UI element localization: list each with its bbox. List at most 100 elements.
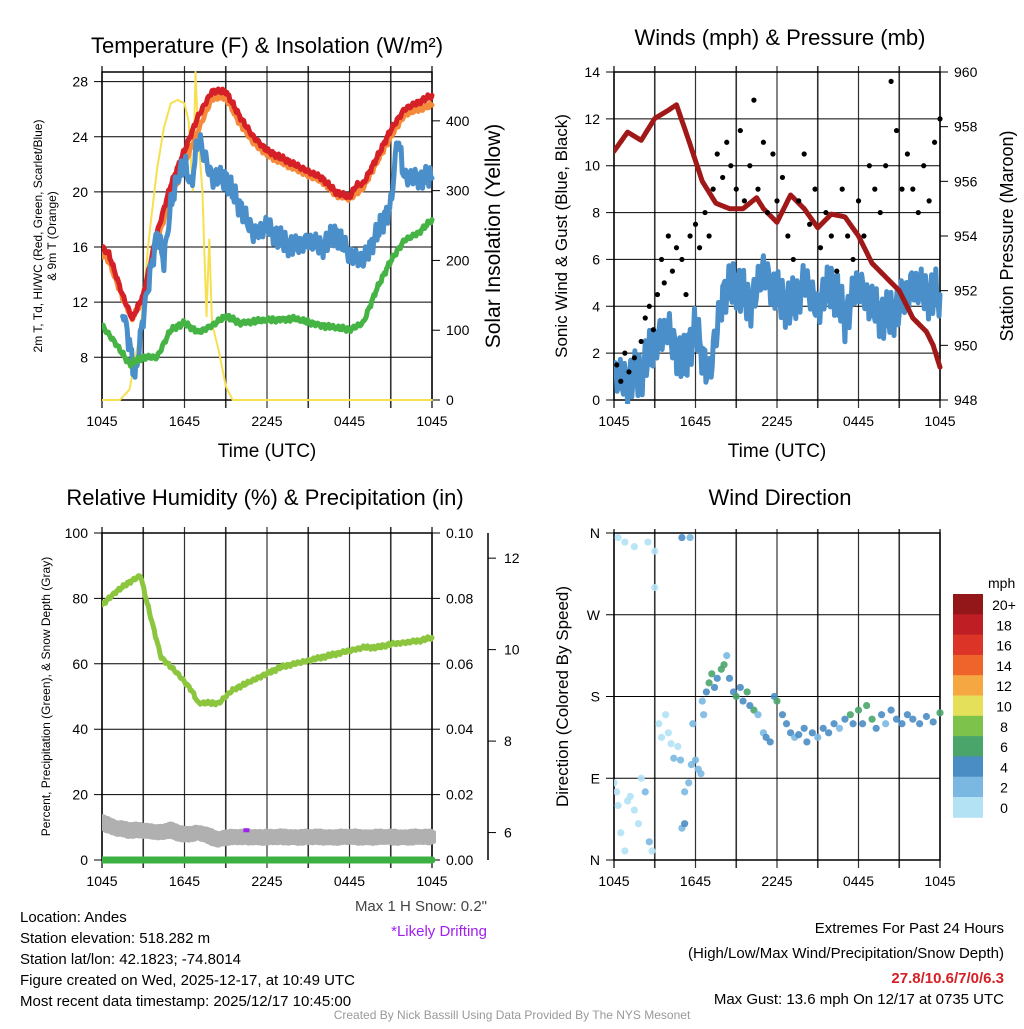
y-tick-label: 20: [72, 787, 88, 803]
wind-direction-point: [841, 715, 849, 723]
legend-label: 14: [996, 658, 1012, 674]
wind-direction-point: [686, 533, 694, 542]
wind-direction-point: [892, 715, 901, 723]
wind-direction-point: [887, 706, 895, 714]
right-tick-label: 0.08: [446, 590, 473, 606]
legend-label: 4: [1000, 759, 1008, 775]
right-tick-label: 0: [446, 392, 454, 408]
wind-direction-point: [854, 706, 863, 714]
gust-point: [646, 303, 652, 309]
gust-point: [687, 233, 693, 239]
max-snow-label: Max 1 H Snow: 0.2": [355, 898, 487, 915]
x-tick-label: 1045: [598, 873, 629, 889]
x-tick-label: 1045: [924, 413, 955, 429]
gust-point: [622, 350, 628, 356]
gust-point: [658, 256, 665, 263]
wind-direction-point: [877, 711, 886, 719]
y-tick-label: 12: [584, 111, 600, 127]
gust-point: [812, 186, 818, 192]
right-tick-label: 958: [954, 119, 978, 135]
legend-label: 12: [996, 678, 1012, 694]
gust-point: [790, 256, 796, 263]
wind-direction-point: [614, 801, 622, 810]
wind-direction-point: [830, 720, 838, 728]
wind-direction-point: [739, 697, 747, 705]
panel-title: Temperature (F) & Insolation (W/m²): [91, 33, 443, 58]
wind-direction-point: [626, 792, 634, 801]
wind-direction-point: [685, 779, 693, 787]
gust-point: [834, 268, 840, 274]
gust-point: [665, 233, 671, 239]
right-tick-label: 200: [446, 252, 470, 268]
right-tick-label: 960: [954, 64, 978, 80]
x-axis-label: Time (UTC): [728, 441, 827, 462]
plot-area: [102, 573, 436, 864]
wind-direction-point: [795, 731, 803, 739]
wind-direction-point: [662, 711, 670, 719]
gust-point: [850, 256, 856, 263]
x-tick-label: 0445: [334, 873, 365, 889]
x-tick-label: 2245: [761, 413, 792, 429]
y-axis-label: Sonic Wind & Gust (Blue, Black): [552, 114, 571, 358]
y-tick-label: 24: [72, 129, 88, 145]
right-tick-label: 948: [954, 392, 978, 408]
wind-direction-point: [708, 670, 716, 678]
y-axis-label: Direction (Colored By Speed): [553, 586, 572, 807]
x-tick-label: 1045: [86, 413, 117, 429]
credit-text: Created By Nick Bassill Using Data Provi…: [334, 1008, 691, 1022]
wind-direction-point: [698, 697, 706, 705]
plot-area: [102, 71, 435, 401]
wind-direction-point: [736, 683, 744, 692]
legend-swatch: [953, 776, 983, 798]
temperature-panel: Temperature (F) & Insolation (W/m²) 1045 1…: [31, 33, 505, 462]
gust-point: [779, 174, 786, 181]
plot-area: [614, 78, 943, 404]
wind-direction-point: [674, 742, 682, 751]
wind-direction-point: [800, 724, 808, 732]
gust-point: [910, 186, 916, 192]
legend-swatch: [953, 634, 983, 656]
x-tick-label: 0445: [334, 413, 365, 429]
y-tick-label: 6: [592, 251, 600, 267]
gust-point: [683, 291, 689, 298]
legend-label: 6: [1000, 739, 1008, 755]
y-tick-label: 10: [584, 158, 600, 174]
y-tick-label: 40: [72, 721, 88, 737]
legend-swatch: [953, 797, 983, 818]
snow-tick-label: 8: [504, 733, 512, 749]
gust-point: [706, 233, 712, 239]
panel-title: Relative Humidity (%) & Precipitation (i…: [66, 485, 463, 510]
gust-point: [747, 163, 753, 169]
wind-direction-point: [648, 847, 656, 855]
x-tick-label: 0445: [843, 873, 874, 889]
series-line-solar-insolation: [102, 71, 433, 401]
wind-direction-point: [678, 533, 686, 542]
right-axis-label: Station Pressure (Maroon): [997, 130, 1017, 341]
panel-title: Winds (mph) & Pressure (mb): [635, 25, 926, 50]
wind-direction-point: [681, 820, 689, 828]
wind-direction-point: [691, 756, 700, 764]
max-gust-text: Max Gust: 13.6 mph On 12/17 at 0735 UTC: [714, 991, 1004, 1008]
gust-point: [724, 139, 730, 145]
right-tick-label: 952: [954, 283, 978, 299]
wind-direction-point: [922, 712, 931, 721]
wind-direction-point: [725, 674, 734, 682]
gust-point: [926, 198, 932, 204]
right-tick-label: 0.00: [446, 852, 473, 868]
wind-direction-point: [835, 724, 844, 732]
y-tick-label: N: [590, 525, 600, 541]
y-tick-label: W: [587, 607, 601, 623]
gust-point: [855, 198, 862, 204]
wind-direction-point: [782, 720, 791, 728]
legend-swatch: [953, 695, 983, 717]
gust-point: [638, 338, 644, 345]
series-line-td: [102, 217, 435, 369]
wind-direction-point: [637, 774, 645, 782]
wind-direction-point: [858, 720, 867, 728]
x-tick-label: 1045: [416, 873, 447, 889]
x-tick-label: 2245: [761, 873, 792, 889]
right-tick-label: 0.06: [446, 656, 473, 672]
gust-point: [728, 163, 734, 169]
wind-direction-point: [657, 733, 666, 741]
wind-direction-panel: Wind Direction 1045 1645 2245 0445 1045 N E S W N D…: [553, 485, 1016, 889]
